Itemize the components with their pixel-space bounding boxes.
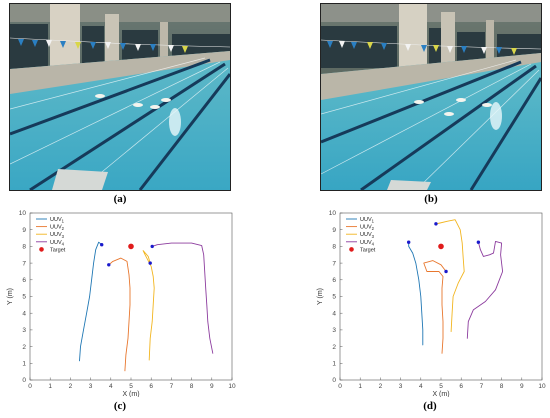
- chart-c-legend-label-uuv3: UUV3: [50, 232, 65, 239]
- chart-c-x-tick-label: 8: [190, 383, 194, 390]
- chart-c-legend-label-uuv1: UUV1: [50, 217, 65, 224]
- chart-d-y-tick-label: 3: [332, 327, 336, 334]
- chart-c-x-tick-label: 5: [129, 383, 133, 390]
- pool-photo-a: [9, 3, 231, 191]
- chart-c-y-tick-label: 0: [22, 377, 26, 384]
- chart-c-start-point-uuv2: [107, 263, 111, 267]
- chart-d-x-tick-label: 4: [419, 383, 423, 390]
- chart-c-y-tick-label: 4: [22, 310, 26, 317]
- chart-c-x-tick-label: 7: [170, 383, 174, 390]
- panel-label-a: (a): [113, 193, 127, 205]
- chart-c-legend-swatch-target: [39, 247, 44, 252]
- chart-d-legend-label-uuv2: UUV2: [360, 225, 375, 232]
- chart-c-x-tick-label: 1: [48, 383, 52, 390]
- chart-c-y-axis-label: Y (m): [7, 288, 14, 305]
- chart-c-legend-label-uuv4: UUV4: [50, 240, 65, 247]
- chart-c-x-tick-label: 10: [228, 383, 236, 390]
- chart-d-start-point-uuv4: [476, 240, 481, 244]
- chart-d-y-tick-label: 4: [332, 310, 336, 317]
- chart-d-start-point-uuv3: [434, 222, 438, 226]
- pool-photo-b: [320, 3, 542, 191]
- panel-label-d: (d): [423, 400, 437, 412]
- chart-d-start-point-uuv1: [406, 240, 411, 244]
- chart-c-y-tick-label: 3: [22, 327, 26, 334]
- chart-d-x-tick-label: 1: [358, 383, 362, 390]
- chart-c-start-point-uuv3: [148, 261, 152, 265]
- chart-d-y-tick-label: 7: [332, 260, 336, 267]
- chart-d-x-tick-label: 5: [439, 383, 443, 390]
- chart-d-x-tick-label: 0: [338, 383, 342, 390]
- chart-c-y-tick-label: 7: [22, 260, 26, 267]
- chart-d-x-tick-label: 6: [459, 383, 463, 390]
- chart-c-x-tick-label: 3: [89, 383, 93, 390]
- chart-c-y-tick-label: 8: [22, 244, 26, 251]
- chart-c-legend-label-target: Target: [50, 247, 66, 253]
- chart-c-x-axis-label: X (m): [122, 391, 139, 397]
- chart-d-plot-area: [339, 212, 543, 381]
- chart-d-legend-swatch-target: [349, 247, 354, 252]
- chart-c-x-tick-label: 9: [210, 383, 214, 390]
- chart-c-x-tick-label: 6: [149, 383, 153, 390]
- chart-c-legend-label-uuv2: UUV2: [50, 225, 65, 232]
- chart-c-start-point-uuv1: [100, 243, 104, 247]
- chart-d-legend-label-uuv1: UUV1: [360, 217, 375, 224]
- chart-c-y-tick-label: 6: [22, 277, 26, 284]
- chart-d-target-point: [438, 243, 444, 250]
- chart-d-x-tick-label: 10: [538, 383, 546, 390]
- pool-photo-a-image: [10, 4, 230, 190]
- chart-d-y-tick-label: 10: [329, 210, 337, 217]
- chart-d-y-tick-label: 1: [332, 361, 336, 368]
- chart-d-series-line-uuv1: [408, 241, 424, 346]
- chart-d-legend-label-uuv4: UUV4: [360, 240, 375, 247]
- chart-d-x-tick-label: 9: [520, 383, 524, 390]
- chart-d-x-tick-label: 8: [500, 383, 504, 390]
- chart-d-x-tick-label: 2: [379, 383, 383, 390]
- chart-d-start-point-uuv2: [444, 269, 448, 274]
- chart-c-y-tick-label: 2: [22, 344, 26, 351]
- panel-label-c: (c): [113, 400, 127, 412]
- chart-c-y-tick-label: 10: [19, 210, 27, 217]
- chart-d-y-tick-label: 6: [332, 277, 336, 284]
- chart-c-x-tick-label: 0: [28, 383, 32, 390]
- chart-d-series-line-uuv2: [423, 260, 447, 354]
- chart-d-y-tick-label: 9: [332, 227, 336, 234]
- chart-c-x-tick-label: 2: [69, 383, 73, 390]
- chart-c-series-line-uuv4: [151, 242, 214, 354]
- chart-d-y-axis-label: Y (m): [317, 288, 324, 305]
- chart-d-legend-label-uuv3: UUV3: [360, 232, 375, 239]
- chart-c-series-line-uuv2: [108, 257, 131, 372]
- chart-d-x-axis-label: X (m): [432, 391, 449, 397]
- chart-c-series-line-uuv1: [79, 241, 103, 362]
- chart-c-start-point-uuv4: [150, 244, 154, 249]
- pool-photo-b-image: [321, 4, 541, 190]
- chart-d-series-line-uuv4: [466, 240, 504, 339]
- chart-d-legend-label-target: Target: [360, 247, 376, 253]
- chart-d-x-tick-label: 7: [480, 383, 484, 390]
- chart-c-target-point: [128, 243, 134, 250]
- chart-c-y-tick-label: 1: [22, 361, 26, 368]
- panel-label-b: (b): [424, 193, 438, 205]
- chart-d-y-tick-label: 5: [332, 294, 336, 301]
- chart-d-x-tick-label: 3: [399, 383, 403, 390]
- chart-d-y-tick-label: 0: [332, 377, 336, 384]
- chart-c-series-line-uuv3: [142, 250, 155, 361]
- chart-c-y-tick-label: 9: [22, 227, 26, 234]
- chart-d-y-tick-label: 2: [332, 344, 336, 351]
- chart-c-x-tick-label: 4: [109, 383, 113, 390]
- chart-c-y-tick-label: 5: [22, 294, 26, 301]
- chart-d-series-line-uuv3: [435, 219, 465, 333]
- chart-d-y-tick-label: 8: [332, 244, 336, 251]
